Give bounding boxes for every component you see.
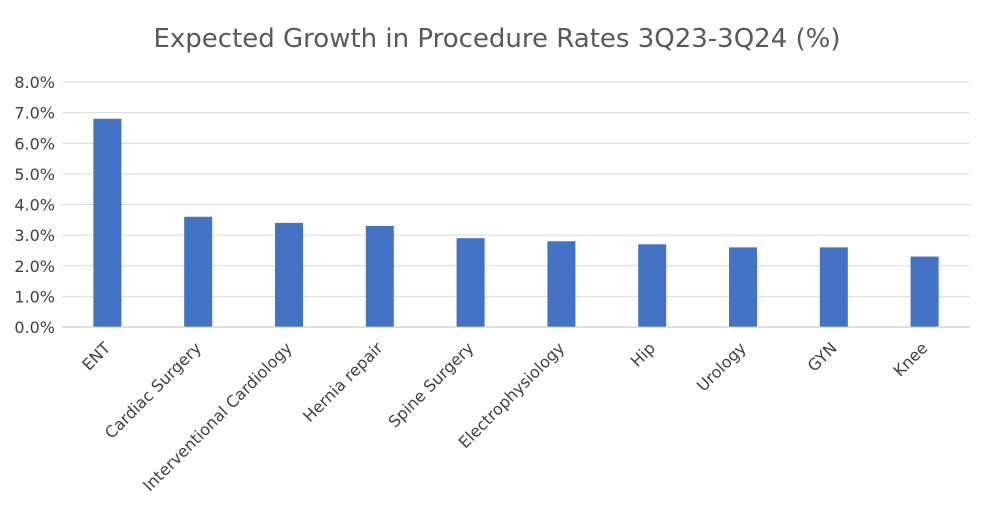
- y-tick-label: 6.0%: [14, 134, 55, 153]
- x-tick-label: Urology: [693, 338, 750, 395]
- y-tick-label: 8.0%: [14, 73, 55, 92]
- x-tick-label: Cardiac Surgery: [101, 338, 205, 442]
- x-tick-label: Knee: [889, 338, 931, 380]
- y-tick-label: 7.0%: [14, 104, 55, 123]
- y-tick-label: 4.0%: [14, 196, 55, 215]
- bar: [275, 222, 303, 327]
- x-tick-label: Spine Surgery: [384, 338, 477, 431]
- chart-title: Expected Growth in Procedure Rates 3Q23-…: [153, 24, 840, 54]
- y-tick-label: 3.0%: [14, 226, 55, 245]
- x-tick-label: Interventional Cardiology: [139, 338, 296, 495]
- x-tick-label: Hernia repair: [299, 338, 387, 426]
- x-tick-label: Hip: [627, 338, 659, 370]
- bar: [729, 247, 757, 327]
- y-tick-label: 1.0%: [14, 287, 55, 306]
- y-tick-label: 2.0%: [14, 257, 55, 276]
- x-tick-label: GYN: [804, 338, 841, 375]
- bar: [456, 238, 485, 327]
- bar: [547, 241, 576, 327]
- bar: [638, 244, 667, 327]
- bars: [93, 118, 939, 327]
- bar: [184, 216, 213, 327]
- y-axis-ticks: 0.0% 1.0% 2.0% 3.0% 4.0% 5.0% 6.0% 7.0% 8.0%: [14, 73, 55, 337]
- bar: [819, 247, 848, 327]
- bar: [93, 118, 122, 327]
- bar: [910, 256, 939, 327]
- y-tick-label: 0.0%: [14, 318, 55, 337]
- bar: [365, 225, 394, 327]
- x-tick-label: ENT: [78, 338, 114, 374]
- y-tick-label: 5.0%: [14, 165, 55, 184]
- gridlines: [62, 81, 970, 297]
